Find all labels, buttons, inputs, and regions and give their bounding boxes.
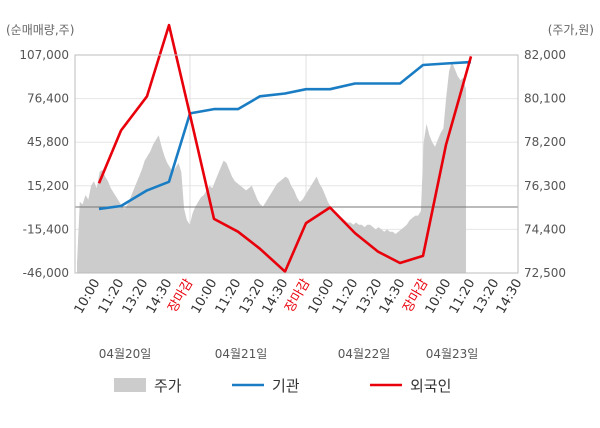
right-tick-label: 72,500 (524, 266, 566, 280)
left-axis: 107,000 76,400 45,800 15,200 -15,400 -46,000 (19, 48, 69, 280)
date-label: 04월23일 (426, 347, 479, 361)
institution-line (98, 60, 472, 211)
right-tick-label: 82,000 (524, 48, 566, 62)
left-tick-label: -46,000 (23, 266, 69, 280)
x-axis: 10:0011:2013:2014:30장마감10:0011:2013:2014… (72, 276, 526, 316)
right-tick-label: 78,200 (524, 135, 566, 149)
line-series-layer (97, 23, 473, 273)
price-area-layer (77, 61, 466, 274)
left-tick-label: 76,400 (27, 92, 69, 106)
plot-frame (74, 54, 519, 274)
legend: 주가 기관 외국인 (114, 377, 451, 395)
right-tick-label: 74,400 (524, 222, 566, 236)
date-labels: 04월20일 04월21일 04월22일 04월23일 (99, 347, 479, 361)
legend-label-price: 주가 (154, 377, 182, 395)
legend-label-institution: 기관 (272, 377, 300, 395)
right-axis: 82,000 80,100 78,200 76,300 74,400 72,500 (524, 48, 566, 280)
price-area (77, 61, 466, 274)
right-tick-label: 76,300 (524, 179, 566, 193)
foreign-line (97, 23, 473, 273)
left-tick-label: 107,000 (19, 48, 69, 62)
legend-swatch-price (114, 378, 146, 392)
left-tick-label: 45,800 (27, 135, 69, 149)
right-tick-label: 80,100 (524, 92, 566, 106)
left-axis-unit: (순매매량,주) (6, 23, 74, 37)
legend-label-foreign: 외국인 (410, 377, 451, 395)
left-tick-label: 15,200 (27, 179, 69, 193)
date-label: 04월21일 (215, 347, 268, 361)
left-tick-label: -15,400 (23, 222, 69, 236)
date-label: 04월22일 (338, 347, 391, 361)
date-label: 04월20일 (99, 347, 152, 361)
right-axis-unit: (주가,원) (548, 23, 594, 37)
